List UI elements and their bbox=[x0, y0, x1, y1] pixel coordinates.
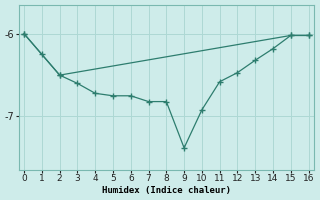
X-axis label: Humidex (Indice chaleur): Humidex (Indice chaleur) bbox=[102, 186, 231, 195]
